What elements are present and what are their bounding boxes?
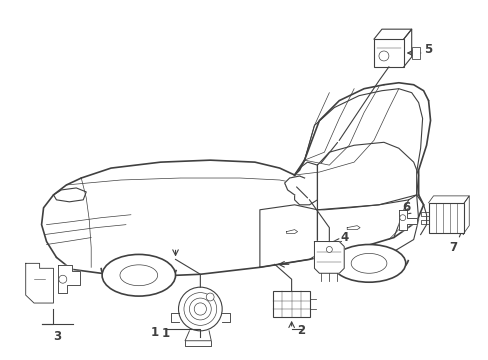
Ellipse shape xyxy=(350,253,386,273)
Polygon shape xyxy=(59,265,80,293)
Polygon shape xyxy=(284,176,304,195)
Circle shape xyxy=(325,247,332,252)
Circle shape xyxy=(206,293,214,301)
Text: 5: 5 xyxy=(424,42,432,55)
Ellipse shape xyxy=(120,265,157,286)
Text: 2: 2 xyxy=(297,324,305,337)
Polygon shape xyxy=(314,242,344,273)
Text: 7: 7 xyxy=(448,241,456,254)
Text: 1: 1 xyxy=(161,327,169,340)
Circle shape xyxy=(399,215,405,221)
Text: 1: 1 xyxy=(150,326,158,339)
Circle shape xyxy=(178,287,222,331)
Bar xyxy=(272,291,310,317)
Ellipse shape xyxy=(332,244,405,282)
Bar xyxy=(373,39,403,67)
Circle shape xyxy=(59,275,67,283)
Polygon shape xyxy=(26,264,53,303)
Bar xyxy=(427,203,463,233)
Text: 4: 4 xyxy=(340,231,347,244)
Bar xyxy=(411,47,419,59)
Text: 6: 6 xyxy=(402,201,410,214)
Text: 3: 3 xyxy=(53,330,61,343)
Circle shape xyxy=(378,51,388,61)
Polygon shape xyxy=(398,210,416,230)
Ellipse shape xyxy=(102,255,175,296)
